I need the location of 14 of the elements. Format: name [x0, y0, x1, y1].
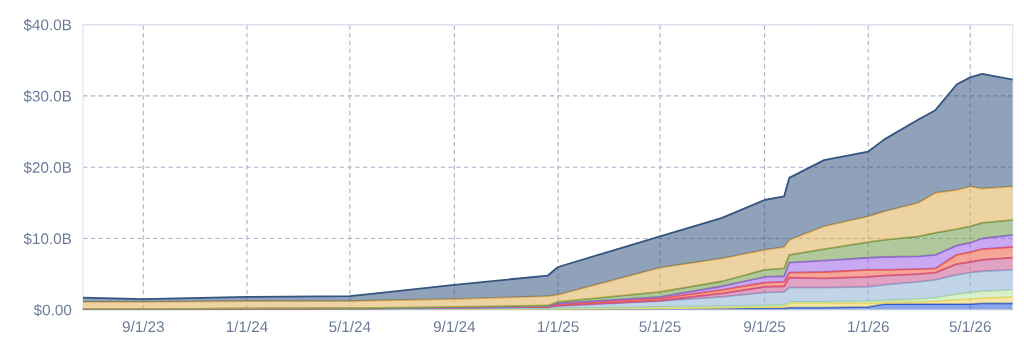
- y-tick-label: $10.0B: [23, 232, 72, 246]
- y-tick-label: $20.0B: [23, 161, 72, 174]
- y-tick-label: $0.00: [33, 303, 72, 317]
- x-tick-label: 1/1/26: [848, 320, 889, 333]
- x-tick-label: 9/1/23: [122, 320, 164, 333]
- x-tick-label: 5/1/24: [329, 320, 371, 333]
- x-tick-label: 9/1/24: [433, 320, 476, 333]
- x-tick-label: 5/1/25: [639, 320, 681, 333]
- x-tick-label: 9/1/25: [744, 320, 786, 333]
- y-tick-label: $40.0B: [23, 18, 72, 32]
- x-tick-label: 5/1/26: [949, 320, 991, 333]
- x-tick-label: 1/1/25: [537, 320, 579, 333]
- y-tick-label: $30.0B: [23, 90, 72, 103]
- x-tick-label: 1/1/24: [226, 320, 268, 333]
